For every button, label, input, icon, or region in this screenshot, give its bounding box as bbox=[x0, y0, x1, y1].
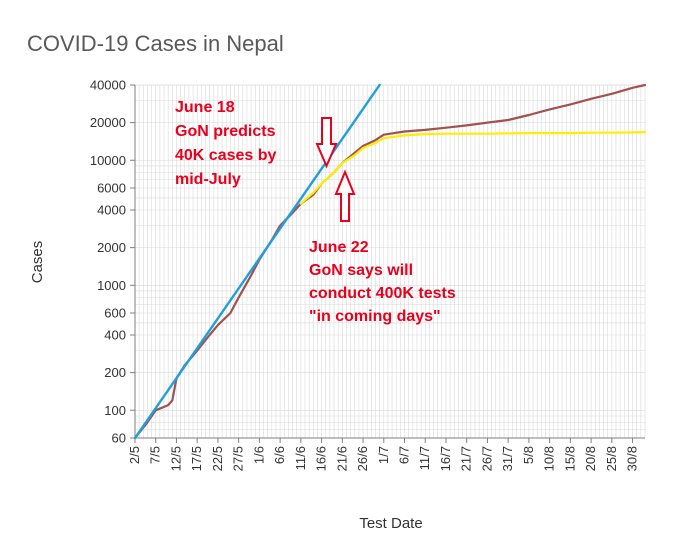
x-tick-label: 21/6 bbox=[334, 446, 349, 471]
x-tick-label: 6/6 bbox=[272, 446, 287, 464]
x-tick-label: 12/5 bbox=[168, 446, 183, 471]
x-tick-label: 10/8 bbox=[542, 446, 557, 471]
y-tick-label: 2000 bbox=[97, 240, 126, 255]
x-tick-label: 7/5 bbox=[148, 446, 163, 464]
chart-title: COVID-19 Cases in Nepal bbox=[27, 31, 284, 56]
annotations: June 18 GoN predicts 40K cases by mid-Ju… bbox=[175, 99, 460, 325]
annotation-june22-line: GoN says will bbox=[309, 262, 413, 279]
x-tick-label: 16/6 bbox=[314, 446, 329, 471]
x-tick-label: 17/5 bbox=[189, 446, 204, 471]
series-plateau-line bbox=[299, 131, 647, 205]
x-tick-label: 6/7 bbox=[397, 446, 412, 464]
x-axis-label: Test Date bbox=[359, 515, 422, 532]
annotation-june18-line: June 18 bbox=[175, 99, 235, 116]
x-tick-label: 21/7 bbox=[459, 446, 474, 471]
y-tick-label: 4000 bbox=[97, 203, 126, 218]
annotation-june18: June 18 GoN predicts 40K cases by mid-Ju… bbox=[175, 99, 281, 188]
series-layer bbox=[133, 83, 647, 440]
down-arrow-icon bbox=[315, 117, 338, 169]
annotation-june22: June 22 GoN says will conduct 400K tests… bbox=[309, 239, 460, 325]
axes: 60 100 200 400 600 1000 2000 4000 6000 10000 20000… bbox=[90, 78, 645, 471]
grid bbox=[134, 84, 646, 439]
x-tick-label: 16/7 bbox=[438, 446, 453, 471]
x-tick-label: 25/8 bbox=[604, 446, 619, 471]
y-tick-label: 10000 bbox=[90, 153, 126, 168]
x-tick-label: 26/7 bbox=[479, 446, 494, 471]
y-tick-label: 100 bbox=[104, 403, 126, 418]
y-tick-label: 200 bbox=[104, 365, 126, 380]
annotation-june22-line: "in coming days" bbox=[309, 308, 441, 325]
x-tick-label: 5/8 bbox=[521, 446, 536, 464]
annotation-june18-line: mid-July bbox=[175, 171, 241, 188]
y-tick-label: 20000 bbox=[90, 115, 126, 130]
x-tick-label: 1/7 bbox=[376, 446, 391, 464]
x-tick-label: 30/8 bbox=[625, 446, 640, 471]
y-tick-label: 1000 bbox=[97, 278, 126, 293]
x-tick-label: 20/8 bbox=[583, 446, 598, 471]
y-tick-label: 400 bbox=[104, 328, 126, 343]
series-exponential-trend-line bbox=[133, 83, 381, 440]
x-tick-label: 15/8 bbox=[562, 446, 577, 471]
y-axis-label: Cases bbox=[29, 241, 46, 284]
x-tick-label: 11/6 bbox=[293, 446, 308, 470]
y-tick-label: 600 bbox=[104, 305, 126, 320]
x-tick-label: 27/5 bbox=[231, 446, 246, 471]
annotation-june18-line: 40K cases by bbox=[175, 147, 277, 164]
x-tick-label: 26/6 bbox=[355, 446, 370, 471]
y-tick-label: 60 bbox=[112, 431, 126, 446]
x-tick-label: 1/6 bbox=[251, 446, 266, 464]
annotation-june22-line: June 22 bbox=[309, 239, 369, 256]
y-tick-label: 40000 bbox=[90, 78, 126, 93]
x-tick-label: 31/7 bbox=[500, 446, 515, 471]
y-tick-label: 6000 bbox=[97, 180, 126, 195]
x-tick-label: 2/5 bbox=[127, 446, 142, 464]
annotation-june18-line: GoN predicts bbox=[175, 123, 276, 140]
up-arrow-icon bbox=[334, 169, 356, 222]
x-tick-label: 22/5 bbox=[210, 446, 225, 471]
annotation-june22-line: conduct 400K tests bbox=[309, 285, 456, 302]
x-tick-label: 11/7 bbox=[417, 446, 432, 470]
